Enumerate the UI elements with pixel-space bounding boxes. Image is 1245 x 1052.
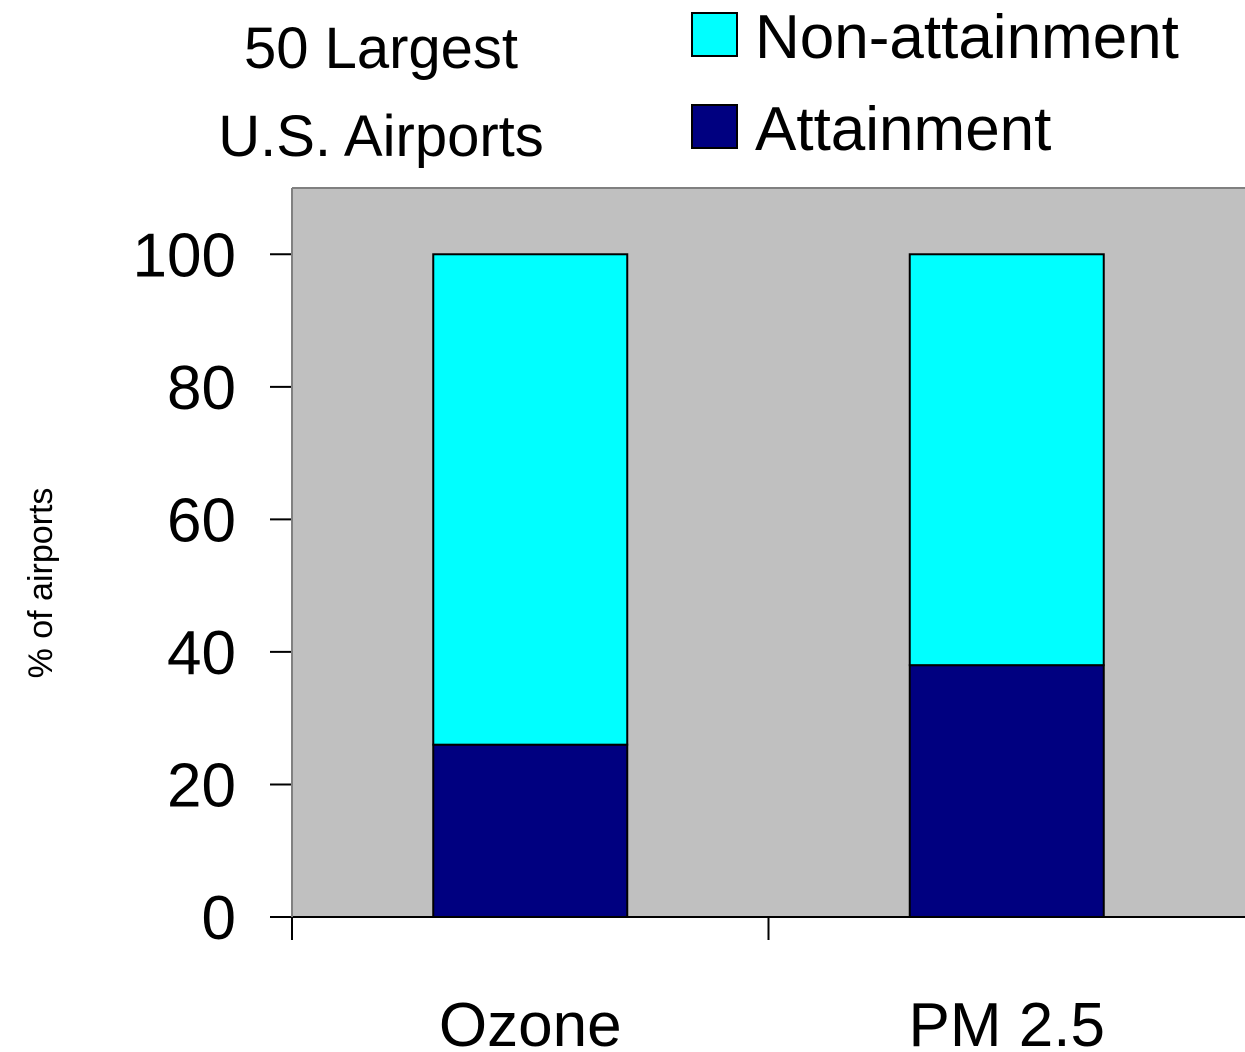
x-tick-label: Ozone [439, 991, 622, 1052]
bar-non-attainment-pm-2-5 [908, 253, 1105, 667]
bars [432, 253, 1105, 919]
y-axis: 0 20 40 60 80 100 [133, 221, 292, 953]
y-tick-label: 100 [133, 221, 236, 290]
legend-swatch [691, 104, 738, 149]
x-tick-label: PM 2.5 [909, 991, 1105, 1052]
legend-label: Attainment [755, 95, 1051, 164]
y-tick-label: 80 [167, 354, 236, 423]
legend-label: Non-attainment [755, 3, 1179, 72]
y-tick-label: 60 [167, 486, 236, 555]
legend: Non-attainment Attainment [691, 3, 1179, 164]
bar-non-attainment-ozone [432, 253, 629, 746]
bar-attainment-pm-2-5 [908, 664, 1105, 918]
chart-title-line-2: U.S. Airports [218, 104, 544, 169]
y-tick-label: 20 [167, 751, 236, 820]
bar-attainment-ozone [432, 743, 629, 919]
chart-title-line-1: 50 Largest [244, 16, 518, 81]
legend-swatch [691, 12, 738, 57]
x-axis: Ozone PM 2.5 [291, 917, 1105, 1052]
y-axis-label: % of airports [22, 488, 60, 679]
y-tick-label: 40 [167, 619, 236, 688]
y-tick-label: 0 [202, 884, 236, 953]
